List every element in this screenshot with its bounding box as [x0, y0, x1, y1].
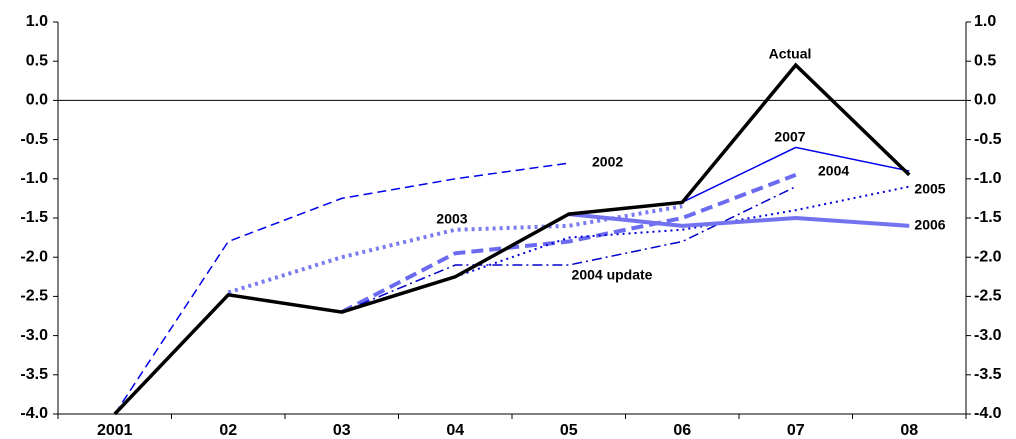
series-label: Actual: [769, 46, 812, 62]
x-tick-label: 08: [900, 422, 918, 439]
x-tick-label: 03: [333, 422, 351, 439]
y2-tick-label: -2.0: [974, 248, 1002, 265]
y-tick-label: 0.5: [26, 52, 48, 69]
y-tick-label: -1.5: [20, 209, 48, 226]
x-tick-label: 07: [787, 422, 805, 439]
series-label: 2002: [592, 154, 623, 170]
y-tick-label: 1.0: [26, 13, 48, 30]
series-label: 2006: [914, 217, 945, 233]
series-line: [341, 185, 797, 313]
series-line: [681, 146, 910, 203]
y-tick-label: -4.0: [20, 405, 48, 422]
y-tick-label: -3.5: [20, 366, 48, 383]
y2-tick-label: -1.5: [974, 209, 1002, 226]
series-line: [568, 212, 910, 228]
y-tick-label: -3.0: [20, 327, 48, 344]
y2-tick-label: 0.0: [974, 92, 996, 109]
series-label: 2003: [436, 211, 467, 227]
series-label: 2005: [914, 181, 945, 197]
y-tick-label: -2.0: [20, 248, 48, 265]
y2-tick-label: -1.0: [974, 170, 1002, 187]
y-tick-label: -1.0: [20, 170, 48, 187]
y2-tick-label: -0.5: [974, 131, 1002, 148]
x-tick-label: 05: [560, 422, 578, 439]
series-label: 2007: [774, 129, 805, 145]
series-label: 2004 update: [572, 267, 653, 283]
y2-tick-label: -4.0: [974, 405, 1002, 422]
y2-tick-label: -3.0: [974, 327, 1002, 344]
x-tick-label: 06: [673, 422, 691, 439]
y2-tick-label: 1.0: [974, 13, 996, 30]
series-line: [113, 62, 911, 416]
y-tick-label: 0.0: [26, 92, 48, 109]
y-tick-label: -2.5: [20, 288, 48, 305]
x-tick-label: 04: [446, 422, 464, 439]
x-tick-label: 2001: [97, 422, 133, 439]
series-line: [114, 162, 569, 415]
series-label: 2004: [818, 163, 849, 179]
y2-tick-label: -3.5: [974, 366, 1002, 383]
series-line: [340, 173, 797, 314]
y2-tick-label: -2.5: [974, 288, 1002, 305]
x-tick-label: 02: [219, 422, 237, 439]
y-tick-label: -0.5: [20, 131, 48, 148]
y2-tick-label: 0.5: [974, 52, 996, 69]
